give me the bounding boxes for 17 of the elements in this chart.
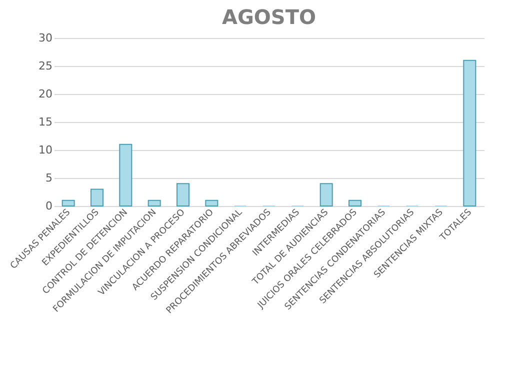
y-tick-label: 25 — [38, 60, 52, 72]
bar — [148, 200, 161, 206]
y-tick-label: 5 — [46, 172, 52, 184]
bar — [320, 183, 333, 206]
y-tick-label: 30 — [38, 32, 52, 44]
bar — [119, 144, 132, 206]
y-tick-label: 15 — [38, 116, 52, 128]
bar — [348, 200, 362, 206]
bar — [62, 200, 75, 206]
chart-title: AGOSTO — [222, 5, 316, 29]
y-tick-label: 0 — [46, 200, 52, 212]
y-tick-label: 20 — [38, 88, 52, 100]
bar — [205, 200, 218, 206]
y-tick-label: 10 — [38, 144, 52, 156]
bar — [463, 60, 476, 206]
bar — [176, 183, 190, 206]
bar — [90, 188, 104, 206]
